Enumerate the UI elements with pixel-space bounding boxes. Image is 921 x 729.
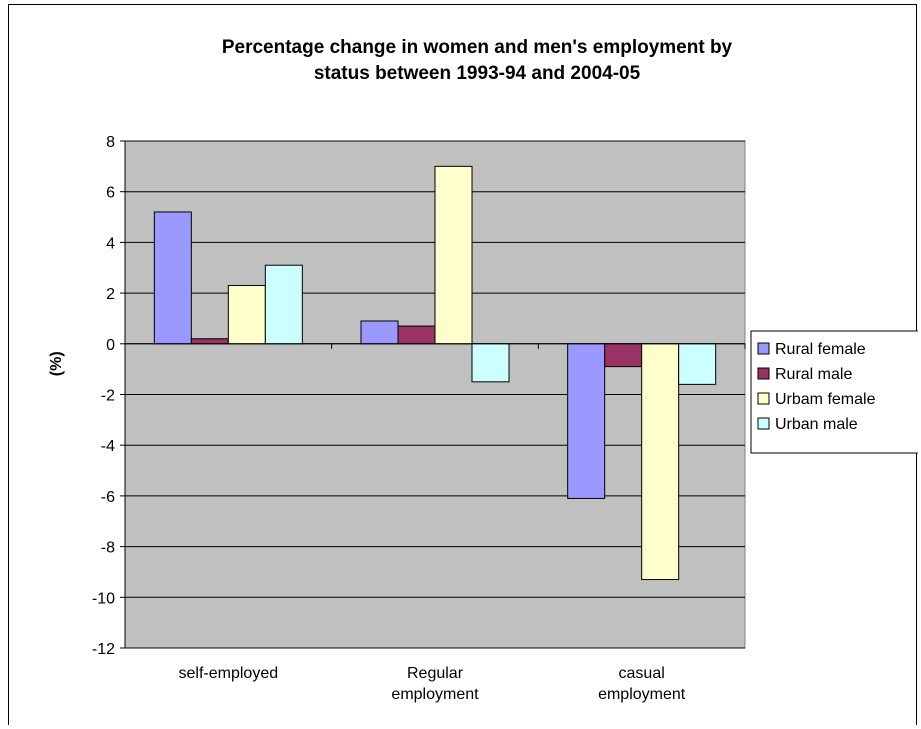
legend-label: Urbam female	[775, 391, 876, 408]
y-tick-label: -8	[101, 540, 115, 557]
bar	[397, 325, 436, 345]
y-tick-label: -10	[92, 590, 115, 607]
y-tick-label: 6	[106, 185, 115, 202]
legend-swatch	[757, 417, 770, 430]
y-tick-labels: 8 6 4 2 0 -2 -4 -6 -8 -10 -12	[92, 134, 115, 658]
bar	[641, 343, 680, 581]
chart-title: Percentage change in women and men's emp…	[222, 37, 733, 84]
axes	[120, 140, 746, 649]
legend-label: Urban male	[775, 416, 858, 433]
bar	[153, 211, 192, 345]
x-category-labels: self-employed Regular employment casual empl…	[179, 665, 686, 703]
legend-swatch	[757, 342, 770, 355]
bar	[264, 264, 303, 345]
bars	[153, 165, 717, 581]
legend-swatch	[757, 392, 770, 405]
y-tick-label: 2	[106, 286, 115, 303]
chart: Percentage change in women and men's emp…	[48, 37, 918, 703]
chart-title-line: Percentage change in women and men's emp…	[222, 37, 733, 58]
bar	[604, 343, 643, 368]
y-tick-label: -4	[101, 438, 115, 455]
y-tick-label: 8	[106, 134, 115, 151]
bar	[360, 320, 399, 345]
bar	[190, 338, 229, 345]
bar	[434, 165, 473, 345]
bar	[471, 343, 510, 383]
bar	[567, 343, 606, 499]
y-axis-label: (%)	[48, 351, 65, 376]
y-tick-label: -12	[92, 641, 115, 658]
y-tick-label: -2	[101, 388, 115, 405]
legend-swatch	[757, 367, 770, 380]
x-category-label: self-employed	[179, 665, 279, 682]
chart-title-line: status between 1993-94 and 2004-05	[314, 63, 641, 84]
x-category-label: casual	[619, 665, 665, 682]
x-category-label: employment	[598, 686, 686, 703]
chart-frame: Percentage change in women and men's emp…	[8, 4, 918, 725]
bar	[227, 284, 266, 345]
legend-label: Rural male	[775, 366, 852, 383]
legend-label: Rural female	[775, 341, 866, 358]
x-category-label: employment	[391, 686, 479, 703]
bar	[678, 343, 717, 385]
y-tick-label: 4	[106, 235, 115, 252]
y-tick-label: -6	[101, 489, 115, 506]
x-category-label: Regular	[407, 665, 464, 682]
legend: Rural female Rural male Urbam female Urban …	[750, 330, 918, 454]
y-tick-label: 0	[106, 337, 115, 354]
legend-box	[750, 330, 918, 454]
